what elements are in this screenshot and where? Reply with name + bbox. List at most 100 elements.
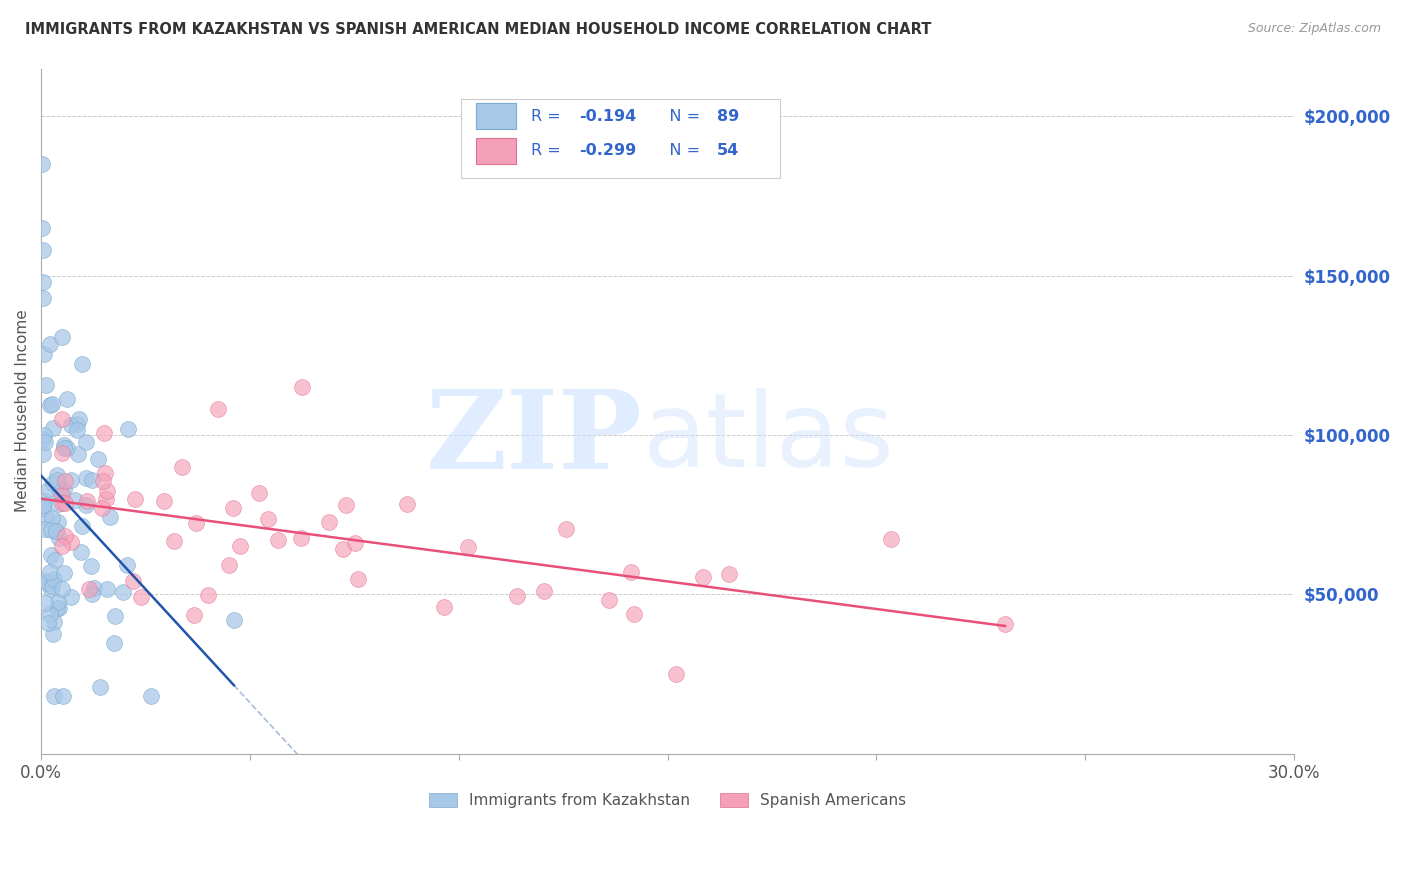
Text: atlas: atlas bbox=[643, 388, 894, 489]
Text: Source: ZipAtlas.com: Source: ZipAtlas.com bbox=[1247, 22, 1381, 36]
Immigrants from Kazakhstan bbox=[39, 523, 62, 537]
Immigrants from Kazakhstan bbox=[46, 467, 69, 482]
Immigrants from Kazakhstan bbox=[39, 336, 62, 351]
Spanish Americans bbox=[172, 459, 194, 474]
Spanish Americans bbox=[94, 467, 117, 481]
Immigrants from Kazakhstan bbox=[32, 501, 55, 516]
Spanish Americans bbox=[692, 570, 714, 584]
Immigrants from Kazakhstan bbox=[66, 447, 89, 461]
Immigrants from Kazakhstan bbox=[39, 575, 62, 590]
Immigrants from Kazakhstan bbox=[98, 509, 121, 524]
Spanish Americans bbox=[291, 380, 314, 394]
Immigrants from Kazakhstan bbox=[48, 601, 70, 615]
Spanish Americans bbox=[433, 599, 456, 614]
Immigrants from Kazakhstan bbox=[96, 582, 118, 596]
Immigrants from Kazakhstan bbox=[38, 607, 60, 621]
Immigrants from Kazakhstan bbox=[46, 473, 69, 487]
Immigrants from Kazakhstan bbox=[32, 499, 55, 513]
Immigrants from Kazakhstan bbox=[89, 680, 111, 694]
Spanish Americans bbox=[290, 531, 312, 545]
Immigrants from Kazakhstan bbox=[34, 494, 56, 508]
Immigrants from Kazakhstan bbox=[67, 411, 90, 425]
Spanish Americans bbox=[53, 496, 76, 510]
Spanish Americans bbox=[60, 535, 83, 549]
Bar bbox=[475, 103, 516, 129]
Spanish Americans bbox=[506, 589, 529, 603]
Spanish Americans bbox=[96, 483, 118, 498]
Text: R =: R = bbox=[531, 144, 567, 158]
Spanish Americans bbox=[79, 582, 101, 597]
Immigrants from Kazakhstan bbox=[32, 447, 55, 461]
Text: -0.194: -0.194 bbox=[579, 109, 636, 124]
Immigrants from Kazakhstan bbox=[48, 497, 70, 511]
Immigrants from Kazakhstan bbox=[42, 615, 65, 630]
Text: R =: R = bbox=[531, 109, 567, 124]
Spanish Americans bbox=[620, 565, 643, 579]
Spanish Americans bbox=[457, 540, 479, 554]
Spanish Americans bbox=[51, 446, 73, 460]
Text: 54: 54 bbox=[717, 144, 738, 158]
Spanish Americans bbox=[533, 583, 555, 598]
Immigrants from Kazakhstan bbox=[42, 626, 65, 640]
Spanish Americans bbox=[880, 533, 903, 547]
Spanish Americans bbox=[718, 567, 741, 582]
Immigrants from Kazakhstan bbox=[46, 601, 69, 615]
Immigrants from Kazakhstan bbox=[39, 549, 62, 563]
Spanish Americans bbox=[51, 539, 73, 553]
Immigrants from Kazakhstan bbox=[141, 689, 163, 703]
Immigrants from Kazakhstan bbox=[53, 441, 76, 455]
Spanish Americans bbox=[51, 496, 73, 510]
Spanish Americans bbox=[623, 607, 645, 621]
Spanish Americans bbox=[229, 539, 252, 553]
Immigrants from Kazakhstan bbox=[35, 575, 58, 590]
Spanish Americans bbox=[153, 493, 176, 508]
Immigrants from Kazakhstan bbox=[34, 427, 56, 442]
Spanish Americans bbox=[257, 512, 280, 526]
Spanish Americans bbox=[344, 535, 367, 549]
Immigrants from Kazakhstan bbox=[60, 590, 83, 604]
Immigrants from Kazakhstan bbox=[82, 474, 104, 488]
Immigrants from Kazakhstan bbox=[63, 492, 86, 507]
Text: N =: N = bbox=[654, 144, 704, 158]
Immigrants from Kazakhstan bbox=[75, 498, 97, 512]
Immigrants from Kazakhstan bbox=[34, 435, 56, 450]
Spanish Americans bbox=[53, 474, 76, 488]
Spanish Americans bbox=[335, 498, 357, 512]
Immigrants from Kazakhstan bbox=[31, 291, 53, 305]
Spanish Americans bbox=[222, 500, 245, 515]
Spanish Americans bbox=[51, 488, 73, 502]
Immigrants from Kazakhstan bbox=[44, 689, 66, 703]
Immigrants from Kazakhstan bbox=[222, 613, 245, 627]
Immigrants from Kazakhstan bbox=[45, 524, 67, 538]
Text: -0.299: -0.299 bbox=[579, 144, 636, 158]
Text: N =: N = bbox=[654, 109, 704, 124]
Spanish Americans bbox=[665, 666, 688, 681]
Immigrants from Kazakhstan bbox=[34, 596, 56, 610]
Immigrants from Kazakhstan bbox=[48, 531, 70, 545]
Immigrants from Kazakhstan bbox=[80, 558, 103, 573]
Spanish Americans bbox=[994, 617, 1017, 632]
Immigrants from Kazakhstan bbox=[41, 397, 63, 411]
Immigrants from Kazakhstan bbox=[34, 378, 56, 392]
Immigrants from Kazakhstan bbox=[70, 545, 93, 559]
Immigrants from Kazakhstan bbox=[52, 689, 75, 703]
Immigrants from Kazakhstan bbox=[38, 482, 60, 496]
Immigrants from Kazakhstan bbox=[51, 582, 73, 596]
Spanish Americans bbox=[122, 574, 145, 588]
Spanish Americans bbox=[332, 542, 354, 557]
Immigrants from Kazakhstan bbox=[115, 558, 138, 572]
Immigrants from Kazakhstan bbox=[46, 595, 69, 609]
Immigrants from Kazakhstan bbox=[75, 435, 97, 450]
Immigrants from Kazakhstan bbox=[44, 572, 66, 586]
Spanish Americans bbox=[124, 492, 146, 507]
Spanish Americans bbox=[93, 426, 115, 441]
Spanish Americans bbox=[183, 608, 205, 623]
Immigrants from Kazakhstan bbox=[35, 511, 58, 525]
Immigrants from Kazakhstan bbox=[44, 553, 66, 567]
FancyBboxPatch shape bbox=[461, 99, 780, 178]
Immigrants from Kazakhstan bbox=[31, 220, 53, 235]
Spanish Americans bbox=[163, 533, 186, 548]
Immigrants from Kazakhstan bbox=[52, 482, 75, 496]
Immigrants from Kazakhstan bbox=[87, 452, 110, 467]
Immigrants from Kazakhstan bbox=[56, 392, 79, 406]
